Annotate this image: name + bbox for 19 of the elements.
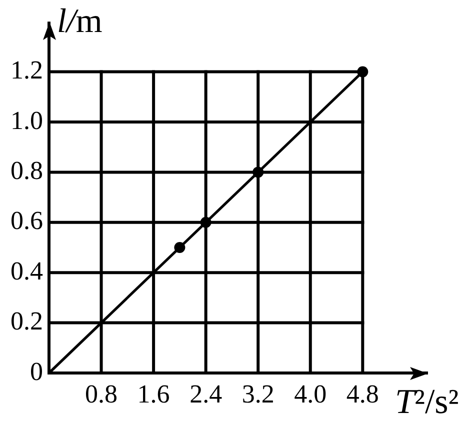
x-tick-label: 1.6 bbox=[137, 379, 170, 408]
point bbox=[174, 242, 186, 253]
x-tick-label: 3.2 bbox=[242, 379, 274, 408]
x-tick-label: 4.8 bbox=[346, 379, 379, 408]
x-axis-title: T²/s² bbox=[395, 382, 459, 421]
y-tick-label: 0.4 bbox=[10, 256, 43, 286]
y-tick-label: 1.2 bbox=[10, 56, 43, 85]
point bbox=[200, 216, 212, 228]
y-tick-label: 1.0 bbox=[10, 106, 43, 135]
y-tick-label: 0.6 bbox=[10, 206, 43, 236]
point bbox=[357, 66, 368, 78]
y-tick-label: 0.8 bbox=[10, 156, 43, 186]
y-tick-label: 0 bbox=[30, 356, 43, 386]
y-axis-title: l/m bbox=[57, 3, 102, 40]
x-tick-label: 4.0 bbox=[294, 379, 327, 408]
x-tick-label: 2.4 bbox=[190, 379, 222, 408]
x-tick-label: 0.8 bbox=[85, 379, 118, 408]
y-tick-label: 0.2 bbox=[10, 306, 43, 336]
point bbox=[252, 166, 264, 178]
